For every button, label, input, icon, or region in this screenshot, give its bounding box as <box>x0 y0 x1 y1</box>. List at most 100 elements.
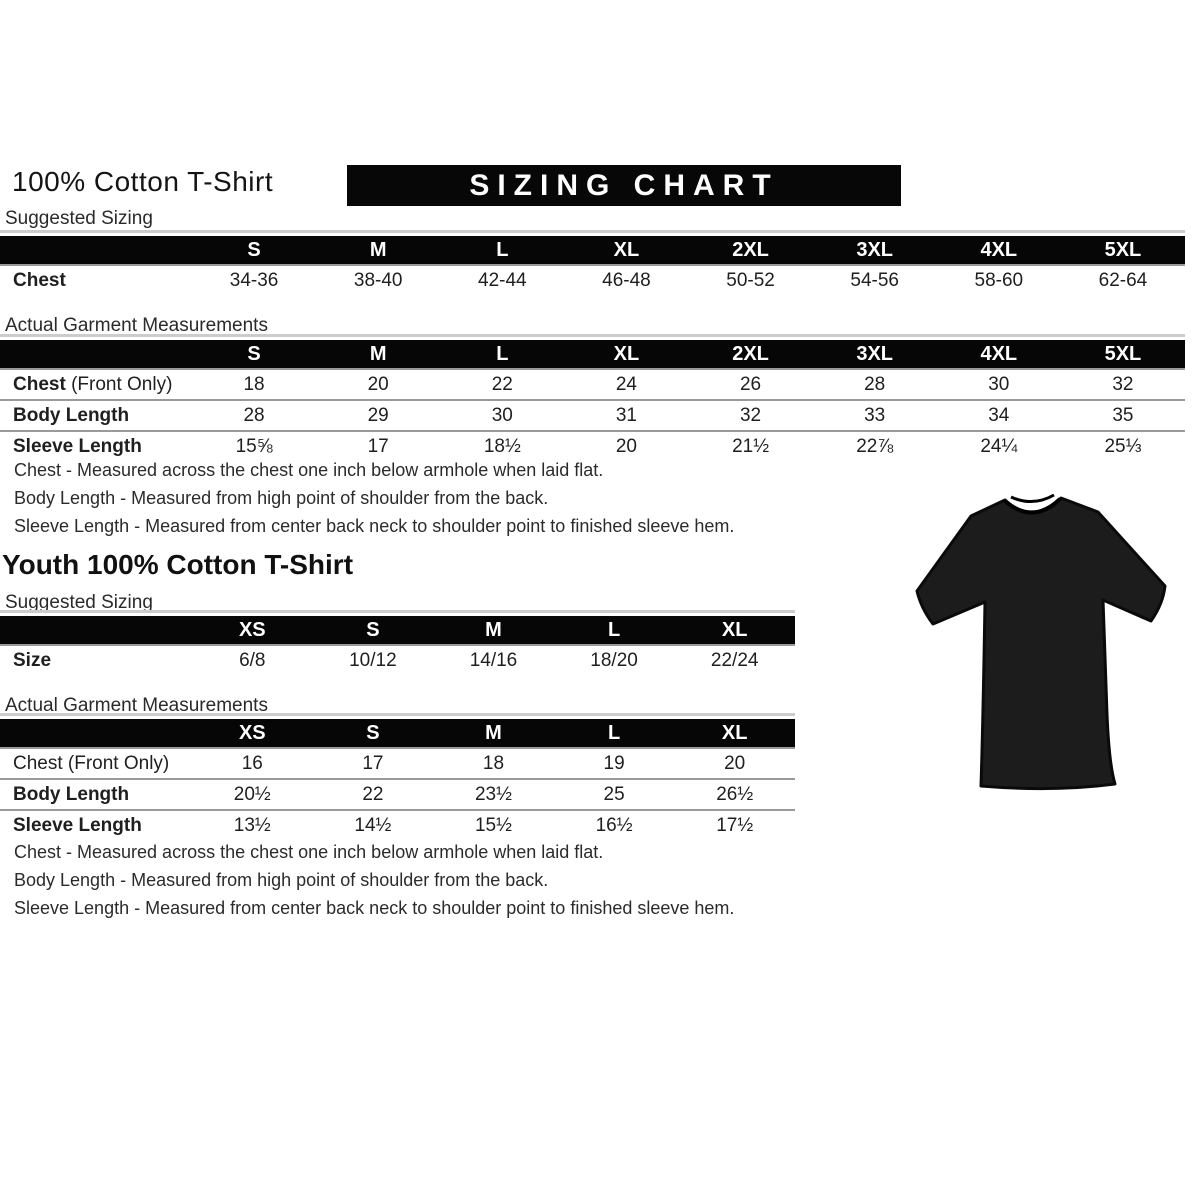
measurement-cell: 16½ <box>595 814 633 836</box>
row-label: Body Length <box>0 400 192 432</box>
table-row: Chest (Front Only) 16 17 18 19 20 <box>0 748 795 780</box>
measurement-cell: 34-36 <box>229 269 279 291</box>
size-column-header: L <box>440 340 565 370</box>
adult-suggested-sizing-table: S M L XL 2XL 3XL 4XL 5XL Chest 34-36 38-… <box>0 230 1185 295</box>
measurement-cell: 32 <box>1060 369 1185 401</box>
empty-header-cell <box>0 616 192 646</box>
size-column-header: M <box>433 616 554 646</box>
note-body-length: Body Length - Measured from high point o… <box>14 488 549 508</box>
measurement-cell: 32 <box>688 400 813 432</box>
measurement-cell: 22⅞ <box>856 435 894 457</box>
measurement-cell: 24¼ <box>980 435 1018 457</box>
measurement-cell: 33 <box>812 400 937 432</box>
row-label-suffix: (Front Only) <box>65 373 173 395</box>
size-column-header: S <box>192 236 317 266</box>
tshirt-collar-back-shape <box>1010 493 1055 503</box>
measurement-cell: 26 <box>688 369 813 401</box>
measurement-cell: 46-48 <box>602 269 651 291</box>
row-label: Chest (Front Only) <box>0 369 192 401</box>
size-column-header: 2XL <box>688 340 813 370</box>
table-row: Body Length 28 29 30 31 32 33 34 35 <box>0 400 1185 432</box>
size-column-header: 3XL <box>812 340 937 370</box>
measurement-cell: 29 <box>316 400 441 432</box>
measurement-cell: 18 <box>433 748 554 780</box>
table-row: Body Length 20½ 22 23½ 25 26½ <box>0 779 795 811</box>
measurement-cell: 20 <box>615 435 637 457</box>
youth-section-title: Youth 100% Cotton T-Shirt <box>2 549 354 580</box>
sizing-chart-banner: SIZING CHART <box>347 165 901 206</box>
size-column-header: M <box>316 236 441 266</box>
measurement-cell: 25 <box>553 779 675 811</box>
measurement-cell: 6/8 <box>239 649 266 671</box>
measurement-cell: 58-60 <box>974 269 1024 291</box>
measurement-cell: 21½ <box>732 435 770 457</box>
measurement-cell: 17½ <box>716 814 754 836</box>
adult-actual-measurements-label: Actual Garment Measurements <box>5 315 268 336</box>
measurement-cell: 26½ <box>674 779 795 811</box>
size-column-header: XL <box>564 340 689 370</box>
size-column-header: S <box>192 340 317 370</box>
measurement-cell: 13½ <box>233 814 271 836</box>
size-column-header: XL <box>674 616 795 646</box>
size-column-header: 3XL <box>812 236 937 266</box>
empty-header-cell <box>0 719 192 749</box>
measurement-cell: 19 <box>553 748 675 780</box>
tshirt-collar-shape <box>1003 497 1062 515</box>
row-label: Sleeve Length <box>13 814 142 836</box>
size-column-header: 5XL <box>1060 236 1185 266</box>
size-column-header: 4XL <box>936 236 1061 266</box>
size-column-header: XL <box>564 236 689 266</box>
page-title: 100% Cotton T-Shirt <box>12 166 274 197</box>
measurement-cell: 35 <box>1060 400 1185 432</box>
adult-suggested-sizing-label: Suggested Sizing <box>5 208 153 229</box>
table-row: Size 6/8 10/12 14/16 18/20 22/24 <box>0 645 795 675</box>
measurement-cell: 10/12 <box>349 649 397 671</box>
row-label: Chest <box>13 269 66 291</box>
table-row: Chest (Front Only) 18 20 22 24 26 28 30 … <box>0 369 1185 401</box>
measurement-cell: 16 <box>192 748 313 780</box>
measurement-cell: 62-64 <box>1098 269 1148 291</box>
row-label: Chest (Front Only) <box>0 748 192 780</box>
row-label-main: Chest <box>13 373 66 395</box>
measurement-cell: 25⅓ <box>1104 435 1142 457</box>
size-column-header: L <box>553 616 675 646</box>
note-body-length: Body Length - Measured from high point o… <box>14 870 549 890</box>
size-column-header: XL <box>674 719 795 749</box>
table-row: Chest 34-36 38-40 42-44 46-48 50-52 54-5… <box>0 265 1185 295</box>
size-column-header: S <box>312 719 434 749</box>
measurement-cell: 20 <box>674 748 795 780</box>
measurement-cell: 28 <box>192 400 317 432</box>
size-column-header: XS <box>192 719 313 749</box>
black-tshirt-image <box>893 474 1193 812</box>
adult-measurement-notes: Chest - Measured across the chest one in… <box>14 461 734 545</box>
measurement-cell: 18½ <box>483 435 521 457</box>
measurement-cell: 14/16 <box>469 649 518 671</box>
tshirt-graphic <box>915 493 1167 791</box>
note-chest: Chest - Measured across the chest one in… <box>14 460 604 480</box>
measurement-cell: 15½ <box>474 814 512 836</box>
table-row: Sleeve Length 15⅝ 17 18½ 20 21½ 22⅞ 24¼ … <box>0 431 1185 461</box>
row-label: Sleeve Length <box>13 435 142 457</box>
table-row: Sleeve Length 13½ 14½ 15½ 16½ 17½ <box>0 810 795 840</box>
measurement-cell: 30 <box>936 369 1061 401</box>
measurement-cell: 18 <box>192 369 317 401</box>
youth-measurement-notes: Chest - Measured across the chest one in… <box>14 843 734 927</box>
empty-header-cell <box>0 340 192 370</box>
measurement-cell: 18/20 <box>590 649 638 671</box>
measurement-cell: 23½ <box>433 779 554 811</box>
measurement-cell: 15⅝ <box>235 435 273 457</box>
size-column-header: L <box>440 236 565 266</box>
measurement-cell: 20 <box>316 369 441 401</box>
measurement-cell: 42-44 <box>478 269 527 291</box>
size-column-header: 4XL <box>936 340 1061 370</box>
measurement-cell: 54-56 <box>850 269 899 291</box>
size-column-header: M <box>316 340 441 370</box>
note-sleeve-length: Sleeve Length - Measured from center bac… <box>14 516 735 536</box>
measurement-cell: 22/24 <box>710 649 759 671</box>
measurement-cell: 17 <box>312 748 434 780</box>
youth-actual-measurements-table: XS S M L XL Chest (Front Only) 16 17 18 … <box>0 713 795 840</box>
adult-actual-header-row: S M L XL 2XL 3XL 4XL 5XL <box>0 340 1185 370</box>
measurement-cell: 22 <box>440 369 565 401</box>
tshirt-body-shape <box>915 496 1167 791</box>
